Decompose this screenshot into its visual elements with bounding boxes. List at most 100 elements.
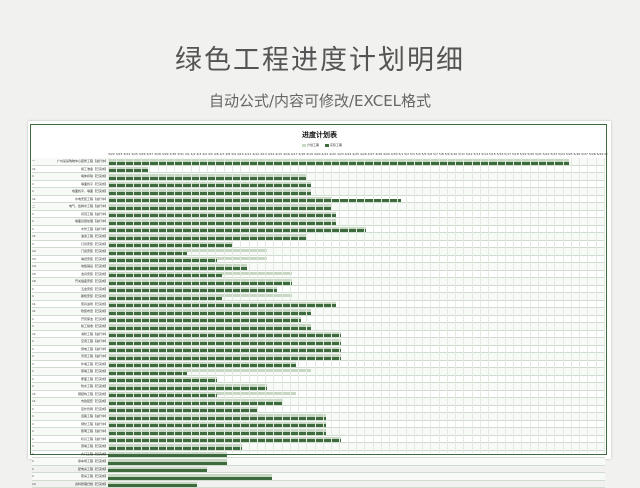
actual-bar: [108, 252, 187, 255]
grid-line: [306, 158, 307, 453]
task-label: 墙面找平【已完成】: [38, 181, 108, 188]
grid-line: [579, 158, 580, 453]
grid-line: [505, 158, 506, 453]
grid-line: [563, 158, 564, 453]
grid-line: [315, 158, 316, 453]
grid-line: [348, 158, 349, 453]
grid-line: [215, 158, 216, 453]
task-label: 泵房工程【已完成】: [38, 473, 108, 480]
task-label: 幕墙工程【已完成】: [38, 368, 108, 375]
grid-line: [497, 158, 498, 453]
grid-line: [587, 158, 588, 453]
date-header: 3/22 3/23 3/24 3/25 3/26 3/27 3/28 3/29 …: [108, 151, 608, 158]
task-label: 橱柜安装【已完成】: [38, 293, 108, 300]
grid-line: [174, 158, 175, 453]
task-label: 地面找平、墙面【已完成】: [38, 188, 108, 195]
task-row: 二电气、给排水工程【进行中】: [32, 203, 605, 211]
grid-line: [414, 158, 415, 453]
task-label: 钢结构工程【已完成】: [38, 391, 108, 398]
page-title: 绿色工程进度计划明细: [0, 38, 640, 77]
grid-line: [108, 158, 109, 453]
actual-bar: [108, 304, 336, 307]
task-label: 水电安装工程【进行中】: [38, 196, 108, 203]
grid-line: [364, 158, 365, 453]
grid-line: [116, 158, 117, 453]
grid-line: [158, 158, 159, 453]
grid-line: [521, 158, 522, 453]
task-label: 墙面基层处理【进行中】: [38, 218, 108, 225]
task-label: 空调工程【进行中】: [38, 338, 108, 345]
grid-line: [439, 158, 440, 453]
grid-line: [463, 158, 464, 453]
grid-line: [488, 158, 489, 453]
grid-line: [224, 158, 225, 453]
grid-line: [166, 158, 167, 453]
grid-line: [604, 158, 605, 453]
task-label: 门窗安装【已完成】: [38, 248, 108, 255]
legend-label-plan: 计划工期: [307, 143, 319, 147]
actual-bar: [108, 214, 336, 217]
grid-line: [199, 158, 200, 453]
grid-line: [125, 158, 126, 453]
grid-line: [240, 158, 241, 453]
grid-line: [182, 158, 183, 453]
task-label: 软装布置【已完成】: [38, 308, 108, 315]
grid-line: [373, 158, 374, 453]
grid-line: [207, 158, 208, 453]
task-label: 照明工程【进行中】: [38, 428, 108, 435]
actual-bar: [108, 469, 207, 472]
actual-bar: [108, 267, 247, 270]
task-label: 室外管网【已完成】: [38, 406, 108, 413]
legend-swatch-actual: [325, 144, 329, 147]
task-label: 防水工程【已完成】: [38, 383, 108, 390]
grid-line: [546, 158, 547, 453]
grid-line: [232, 158, 233, 453]
grid-line: [282, 158, 283, 453]
task-label: 配电房工程【已完成】: [38, 466, 108, 473]
task-label: 灯具安装【已完成】: [38, 241, 108, 248]
grid-line: [530, 158, 531, 453]
task-label: 油漆工程【已完成】: [38, 233, 108, 240]
task-label: 围墙工程【已完成】: [38, 443, 108, 450]
grid-line: [298, 158, 299, 453]
task-label: 竣工验收【已完成】: [38, 323, 108, 330]
grid-line: [472, 158, 473, 453]
task-label: 市政配套【已完成】: [38, 398, 108, 405]
grid-line: [422, 158, 423, 453]
grid-line: [480, 158, 481, 453]
actual-bar: [108, 402, 282, 405]
task-label: 外墙工程【已完成】: [38, 361, 108, 368]
grid-line: [538, 158, 539, 453]
grid-line: [406, 158, 407, 453]
grid-line: [554, 158, 555, 453]
grid-line: [265, 158, 266, 453]
task-label: 绿化工程【进行中】: [38, 421, 108, 428]
grid-line: [596, 158, 597, 453]
grid-line: [455, 158, 456, 453]
actual-bar: [108, 244, 232, 247]
task-label: 吊顶工程【进行中】: [38, 211, 108, 218]
